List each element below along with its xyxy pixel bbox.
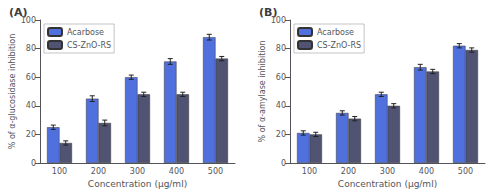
- svg-text:100: 100: [270, 15, 286, 25]
- svg-text:0: 0: [281, 159, 286, 168]
- svg-text:100: 100: [302, 167, 317, 176]
- svg-text:20: 20: [26, 130, 36, 139]
- svg-text:200: 200: [341, 167, 356, 176]
- svg-text:300: 300: [380, 167, 395, 176]
- svg-text:CS-ZnO-RS: CS-ZnO-RS: [67, 41, 111, 50]
- svg-text:500: 500: [458, 167, 473, 176]
- svg-text:400: 400: [169, 167, 184, 176]
- svg-text:20: 20: [276, 130, 286, 139]
- svg-text:80: 80: [26, 44, 36, 53]
- svg-text:40: 40: [26, 101, 36, 110]
- svg-text:Acarbose: Acarbose: [317, 28, 354, 37]
- svg-text:(B): (B): [259, 6, 277, 19]
- svg-text:0: 0: [31, 159, 36, 168]
- svg-text:CS-ZnO-RS: CS-ZnO-RS: [317, 41, 361, 50]
- svg-text:60: 60: [276, 73, 286, 82]
- svg-text:100: 100: [52, 167, 67, 176]
- svg-text:(A): (A): [9, 6, 28, 19]
- svg-text:Acarbose: Acarbose: [67, 28, 104, 37]
- svg-text:% of α-glucosidase inhibition: % of α-glucosidase inhibition: [8, 34, 17, 149]
- svg-text:60: 60: [26, 73, 36, 82]
- svg-text:400: 400: [419, 167, 434, 176]
- svg-text:Concentration (μg/ml): Concentration (μg/ml): [338, 179, 437, 189]
- svg-text:200: 200: [91, 167, 106, 176]
- svg-text:40: 40: [276, 101, 286, 110]
- svg-text:% of α-amylase inhibition: % of α-amylase inhibition: [258, 41, 267, 143]
- svg-text:300: 300: [130, 167, 145, 176]
- svg-text:80: 80: [276, 44, 286, 53]
- svg-text:500: 500: [208, 167, 223, 176]
- svg-text:100: 100: [20, 15, 36, 25]
- svg-text:Concentration (μg/ml): Concentration (μg/ml): [88, 179, 187, 189]
